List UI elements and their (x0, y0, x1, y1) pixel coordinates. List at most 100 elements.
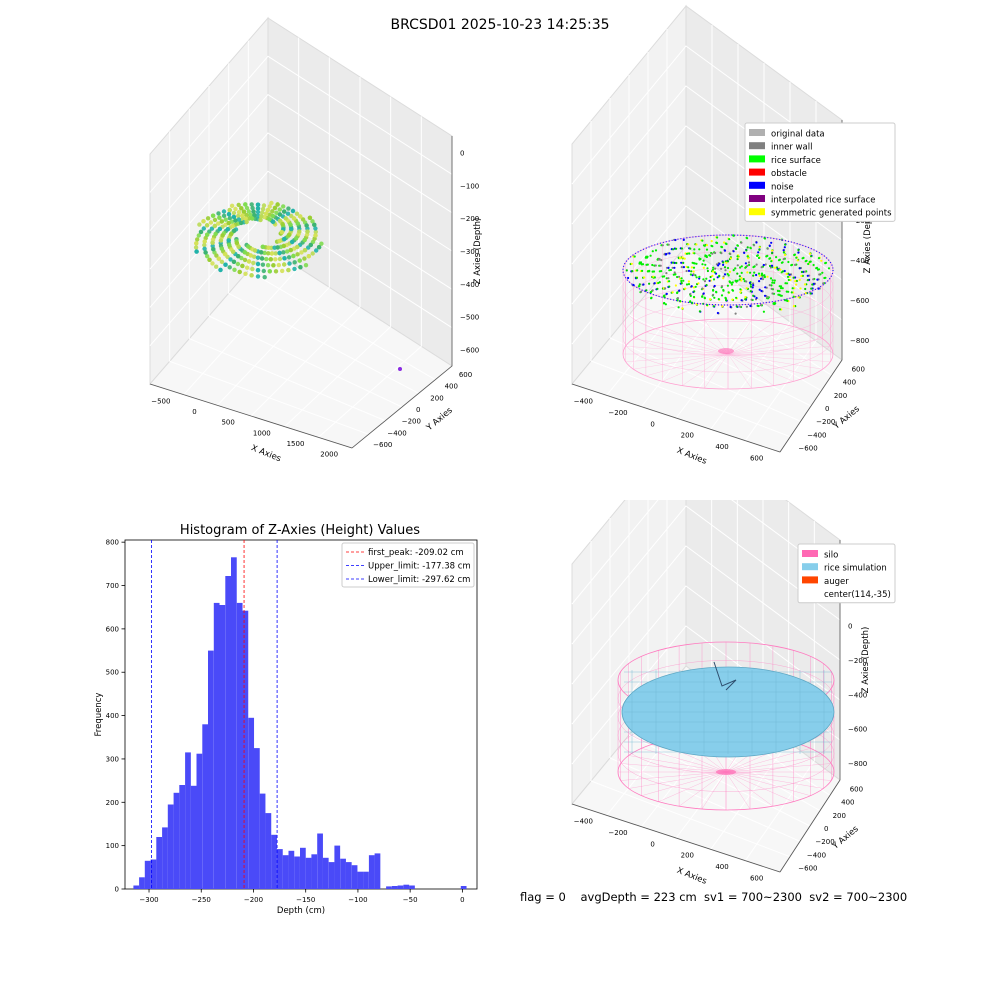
x-axis-line (571, 383, 781, 453)
raw-data-point (220, 233, 225, 238)
raw-data-point (252, 248, 258, 253)
y-tick-label: 600 (852, 366, 865, 374)
raw-data-point (255, 261, 261, 267)
classify-point (698, 277, 701, 280)
classify-point (804, 260, 807, 263)
classify-point (716, 311, 719, 315)
raw-data-point (267, 204, 272, 209)
histogram-bar (213, 602, 220, 889)
classify-point (746, 237, 749, 240)
classify-point (809, 292, 812, 295)
raw-data-point (223, 217, 228, 222)
simulation-3d-plot: −400 −200 0 200 400 600 −600 −400 −200 0 200 400 600… (571, 500, 896, 887)
classify-point (749, 304, 752, 307)
histogram-bar (144, 860, 151, 889)
classify-point (645, 289, 648, 292)
y-axis-line (779, 779, 841, 873)
classify-point (680, 266, 683, 269)
classify-point (708, 279, 711, 282)
histogram-axes: −300 −250 −200 −150 −100 −50 0 0 100 200 300 400 500… (94, 539, 478, 916)
classify-point (676, 291, 679, 294)
x-tick-label: −150 (296, 896, 315, 904)
grid-line (571, 505, 841, 645)
classify-point (757, 272, 761, 275)
classify-point (736, 258, 739, 261)
classify-point (771, 279, 774, 282)
raw-data-point (298, 214, 303, 219)
x-tick-label: −200 (608, 409, 627, 417)
classify-point (646, 263, 649, 266)
classify-point (739, 288, 742, 291)
histogram-bar (231, 557, 237, 889)
histogram-bar (185, 752, 191, 889)
histogram-chart: −300 −250 −200 −150 −100 −50 0 0 100 200 300 400 500… (94, 539, 478, 916)
classify-point (728, 238, 731, 241)
histogram-legend-label: Lower_limit: -297.62 cm (368, 575, 470, 585)
raw-data-point (244, 205, 250, 211)
classify-silo-floor-spoke (645, 332, 729, 355)
raw-data-point (214, 264, 219, 269)
classify-point (790, 264, 793, 267)
classify-legend-swatch (749, 142, 765, 150)
classify-point (755, 263, 758, 266)
classify-point (712, 270, 715, 273)
classify-point (771, 292, 774, 295)
classify-point (675, 261, 678, 265)
classify-point (783, 253, 787, 257)
classify-point (784, 299, 787, 302)
classify-point (768, 244, 771, 247)
classify-point (765, 255, 768, 258)
classify-point (763, 294, 767, 297)
raw-data-point (277, 238, 282, 244)
classify-point (687, 280, 690, 283)
classify-point (759, 277, 763, 280)
classify-point (668, 269, 671, 272)
classify-point (712, 293, 715, 296)
histogram-bar (219, 605, 226, 889)
classify-point (738, 278, 741, 281)
raw-data-point (194, 249, 199, 254)
raw-data-point (231, 259, 237, 264)
classify-point (793, 253, 796, 257)
raw-data-point (214, 253, 219, 258)
classify-point (743, 251, 746, 254)
classify-point (752, 244, 756, 247)
classify-point (735, 247, 738, 250)
simulation-legend-label: center(114,-35) (824, 590, 891, 600)
raw-data-point (238, 220, 244, 226)
x-tick-label: −500 (151, 397, 170, 405)
raw-data-point (287, 261, 292, 266)
z-tick-label: −400 (848, 691, 867, 699)
raw-data-point (270, 213, 276, 219)
classify-point (688, 252, 691, 255)
raw-data-point (245, 265, 250, 270)
raw-data-point (216, 221, 221, 226)
raw-data-point (259, 256, 265, 261)
classify-point (672, 248, 675, 251)
classify-point (782, 251, 785, 254)
raw-data-point (233, 218, 238, 223)
raw-data-point (297, 229, 302, 234)
raw-data-point (287, 232, 292, 237)
classify-point (811, 283, 814, 286)
raw-data-point (241, 209, 247, 214)
classify-point (781, 270, 785, 273)
raw-data-point (295, 244, 300, 250)
classify-point (711, 274, 714, 277)
histogram-bar (403, 884, 410, 889)
y-tick-label: 600 (459, 371, 472, 379)
classify-point (777, 293, 780, 296)
raw-data-point (259, 250, 264, 255)
classify-point (654, 264, 657, 267)
histogram-bar (173, 792, 180, 889)
raw-data-point (246, 259, 252, 264)
classify-point (687, 243, 690, 246)
x-axis-label: X Axies (250, 443, 283, 464)
z-tick-label: −100 (460, 182, 479, 190)
classify-point (658, 257, 661, 261)
histogram-bar (368, 855, 375, 889)
raw-data-point (246, 216, 252, 221)
classify-silo-floor-spoke (727, 353, 823, 370)
classify-point (703, 244, 706, 247)
classify-point (791, 287, 794, 290)
